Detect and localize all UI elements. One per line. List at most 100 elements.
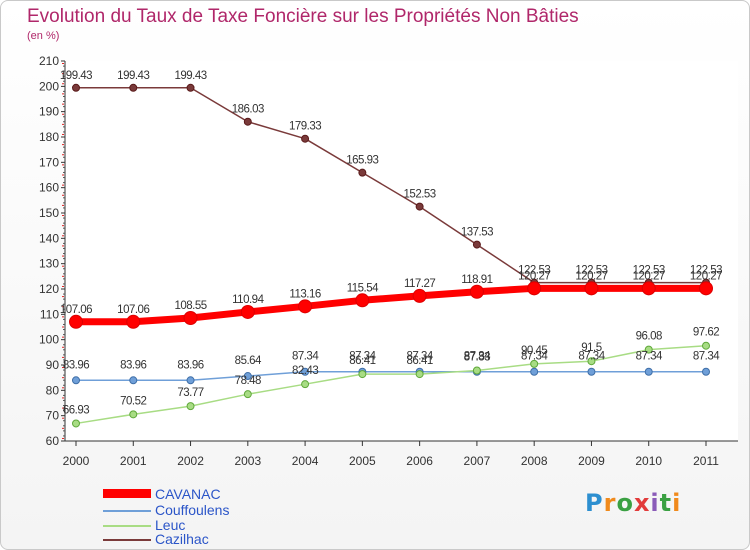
data-point-couffoulens bbox=[587, 367, 596, 376]
data-label-cazilhac: 186.03 bbox=[232, 104, 264, 116]
series-line-couffoulens bbox=[75, 370, 707, 382]
data-label-couffoulens: 87.34 bbox=[292, 351, 319, 363]
data-point-couffoulens bbox=[243, 372, 252, 381]
series-line-cavanac bbox=[72, 284, 710, 326]
data-label-leuc: 73.77 bbox=[177, 387, 203, 399]
data-label-cazilhac: 199.43 bbox=[117, 70, 149, 82]
data-label-cavanac: 115.54 bbox=[347, 282, 379, 294]
data-point-cavanac bbox=[355, 293, 370, 308]
data-point-couffoulens bbox=[129, 376, 138, 385]
legend-swatch-cavanac bbox=[103, 489, 151, 498]
data-label-leuc: 87.83 bbox=[464, 351, 490, 363]
data-label-couffoulens: 87.34 bbox=[578, 351, 605, 363]
y-tick-label: 150 bbox=[39, 206, 59, 220]
plot-area bbox=[65, 61, 738, 441]
y-tick-label: 100 bbox=[39, 333, 59, 347]
data-label-cavanac: 113.16 bbox=[289, 288, 320, 300]
data-point-cavanac bbox=[412, 288, 427, 303]
data-point-leuc bbox=[530, 359, 539, 368]
data-label-cavanac: 120.27 bbox=[518, 270, 550, 282]
y-tick-label: 210 bbox=[39, 54, 59, 68]
data-point-couffoulens bbox=[530, 367, 539, 376]
y-tick-label: 70 bbox=[46, 409, 60, 423]
data-point-leuc bbox=[472, 366, 481, 375]
data-label-leuc: 70.52 bbox=[120, 395, 146, 407]
legend-swatch-leuc bbox=[103, 525, 151, 527]
x-tick-label: 2000 bbox=[63, 454, 90, 468]
legend-label-couffoulens: Couffoulens bbox=[155, 502, 230, 518]
y-tick-label: 90 bbox=[46, 358, 60, 372]
data-label-cavanac: 107.06 bbox=[60, 304, 92, 316]
data-label-cazilhac: 179.33 bbox=[289, 121, 321, 133]
data-point-leuc bbox=[72, 419, 80, 428]
data-label-cavanac: 120.27 bbox=[690, 270, 722, 282]
y-axis-unit: (en %) bbox=[27, 30, 60, 42]
y-tick-label: 140 bbox=[39, 231, 59, 245]
data-label-couffoulens: 87.34 bbox=[636, 351, 663, 363]
data-point-cavanac bbox=[527, 281, 542, 296]
data-label-cazilhac: 199.43 bbox=[174, 70, 206, 82]
data-point-couffoulens bbox=[186, 376, 195, 385]
y-tick-label: 120 bbox=[39, 282, 59, 296]
data-point-cavanac bbox=[699, 281, 713, 296]
proxiti-logo: Proxiti bbox=[585, 489, 682, 517]
data-point-leuc bbox=[587, 357, 596, 366]
data-label-leuc: 91.5 bbox=[581, 342, 601, 354]
data-label-cazilhac: 152.53 bbox=[404, 189, 436, 201]
data-label-leuc: 86.41 bbox=[349, 355, 375, 367]
data-label-cavanac: 110.94 bbox=[232, 294, 264, 306]
data-label-cavanac: 120.27 bbox=[633, 270, 665, 282]
data-point-leuc bbox=[301, 380, 310, 389]
data-point-cavanac bbox=[240, 304, 255, 319]
data-label-leuc: 90.45 bbox=[521, 345, 547, 357]
data-point-cavanac bbox=[298, 299, 313, 314]
data-label-couffoulens: 87.34 bbox=[693, 351, 720, 363]
data-label-cavanac: 108.55 bbox=[174, 300, 206, 312]
data-label-cavanac: 118.91 bbox=[461, 274, 492, 286]
data-label-couffoulens: 83.96 bbox=[120, 359, 146, 371]
data-label-cazilhac: 122.53 bbox=[575, 265, 607, 277]
data-label-leuc: 82.43 bbox=[292, 365, 318, 377]
x-tick-label: 2006 bbox=[406, 454, 433, 468]
x-tick-label: 2009 bbox=[578, 454, 605, 468]
x-tick-label: 2007 bbox=[464, 454, 491, 468]
series-line-cazilhac bbox=[75, 87, 707, 284]
x-tick-label: 2011 bbox=[693, 454, 719, 468]
data-label-cazilhac: 122.53 bbox=[633, 265, 665, 277]
data-label-couffoulens: 83.96 bbox=[177, 359, 203, 371]
x-tick-label: 2004 bbox=[292, 454, 319, 468]
data-point-couffoulens bbox=[702, 367, 710, 376]
legend-label-cazilhac: Cazilhac bbox=[155, 531, 209, 547]
y-tick-label: 170 bbox=[39, 155, 59, 169]
data-point-cavanac bbox=[469, 284, 484, 299]
data-point-leuc bbox=[702, 341, 710, 350]
x-tick-label: 2003 bbox=[234, 454, 261, 468]
data-point-couffoulens bbox=[301, 367, 310, 376]
data-label-couffoulens: 87.34 bbox=[521, 351, 548, 363]
chart-title: Evolution du Taux de Taxe Foncière sur l… bbox=[27, 6, 579, 27]
data-label-leuc: 66.93 bbox=[63, 404, 89, 416]
data-point-cavanac bbox=[641, 281, 656, 296]
data-label-couffoulens: 87.34 bbox=[349, 351, 376, 363]
data-point-cazilhac bbox=[186, 83, 195, 92]
y-tick-label: 60 bbox=[46, 434, 60, 448]
data-point-leuc bbox=[358, 370, 367, 379]
data-label-cazilhac: 122.53 bbox=[518, 265, 550, 277]
data-point-cavanac bbox=[69, 314, 83, 329]
legend-label-cavanac: CAVANAC bbox=[155, 486, 221, 502]
data-point-leuc bbox=[243, 390, 252, 399]
y-tick-label: 190 bbox=[39, 105, 59, 119]
y-tick-label: 180 bbox=[39, 130, 59, 144]
data-point-couffoulens bbox=[72, 376, 80, 385]
data-point-cazilhac bbox=[243, 117, 252, 126]
data-point-leuc bbox=[644, 345, 653, 354]
data-point-leuc bbox=[415, 370, 424, 379]
data-label-leuc: 97.62 bbox=[693, 327, 719, 339]
y-tick-label: 80 bbox=[46, 383, 60, 397]
data-point-couffoulens bbox=[644, 367, 653, 376]
y-tick-label: 110 bbox=[40, 307, 59, 321]
data-label-cazilhac: 122.53 bbox=[690, 265, 722, 277]
y-tick-label: 200 bbox=[39, 79, 59, 93]
